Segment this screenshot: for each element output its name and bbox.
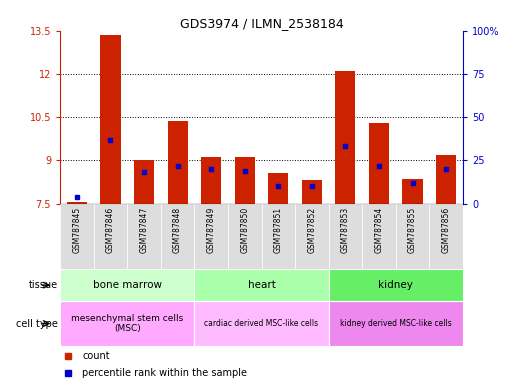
Bar [195, 269, 328, 301]
Text: kidney derived MSC-like cells: kidney derived MSC-like cells [340, 319, 452, 328]
Bar [403, 179, 423, 204]
Bar [429, 204, 463, 269]
Bar [201, 157, 221, 204]
Text: GSM787853: GSM787853 [341, 207, 350, 253]
Bar [134, 161, 154, 204]
Bar [436, 155, 456, 204]
Text: heart: heart [247, 280, 276, 290]
Bar [328, 301, 463, 346]
Bar [195, 301, 328, 346]
Bar [328, 204, 362, 269]
Text: cell type: cell type [16, 318, 58, 329]
Bar [228, 204, 262, 269]
Bar [268, 173, 288, 204]
Bar [262, 204, 295, 269]
Bar [94, 204, 127, 269]
Text: GSM787854: GSM787854 [374, 207, 383, 253]
Text: GSM787851: GSM787851 [274, 207, 283, 253]
Text: count: count [82, 351, 110, 361]
Text: mesenchymal stem cells
(MSC): mesenchymal stem cells (MSC) [71, 314, 184, 333]
Text: GSM787845: GSM787845 [72, 207, 82, 253]
Bar [161, 204, 195, 269]
Text: bone marrow: bone marrow [93, 280, 162, 290]
Bar [328, 269, 463, 301]
Bar [302, 180, 322, 204]
Bar [235, 157, 255, 204]
Bar [60, 204, 94, 269]
Text: GSM787855: GSM787855 [408, 207, 417, 253]
Text: GSM787847: GSM787847 [140, 207, 149, 253]
Text: kidney: kidney [378, 280, 413, 290]
Bar [60, 301, 195, 346]
Bar [295, 204, 328, 269]
Text: GSM787846: GSM787846 [106, 207, 115, 253]
Bar [362, 204, 396, 269]
Bar [195, 204, 228, 269]
Text: cardiac derived MSC-like cells: cardiac derived MSC-like cells [204, 319, 319, 328]
Bar [396, 204, 429, 269]
Bar [369, 123, 389, 204]
Text: GSM787856: GSM787856 [441, 207, 451, 253]
Bar [127, 204, 161, 269]
Title: GDS3974 / ILMN_2538184: GDS3974 / ILMN_2538184 [179, 17, 344, 30]
Text: GSM787850: GSM787850 [240, 207, 249, 253]
Bar [60, 269, 195, 301]
Bar [335, 71, 356, 204]
Text: GSM787849: GSM787849 [207, 207, 215, 253]
Bar [167, 121, 188, 204]
Text: tissue: tissue [28, 280, 58, 290]
Bar [100, 35, 121, 204]
Bar [67, 202, 87, 204]
Text: GSM787848: GSM787848 [173, 207, 182, 253]
Text: GSM787852: GSM787852 [308, 207, 316, 253]
Text: percentile rank within the sample: percentile rank within the sample [82, 368, 247, 378]
